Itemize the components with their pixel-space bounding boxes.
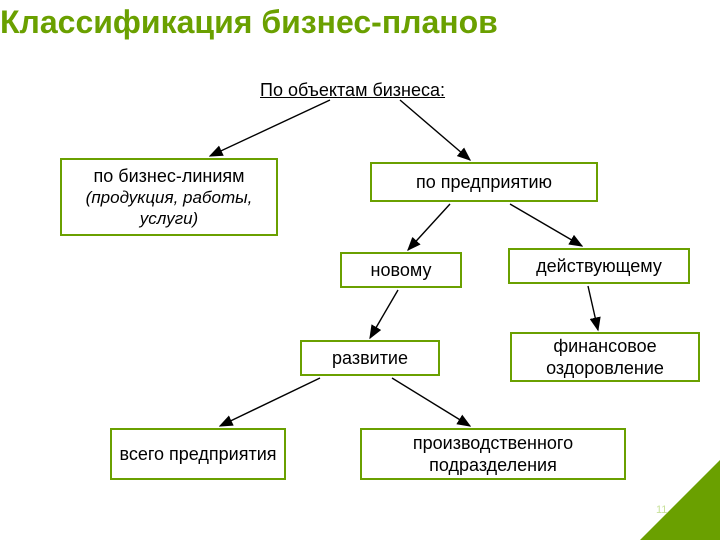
node-sublabel: (продукция, работы, услуги) bbox=[62, 187, 276, 230]
slide-title: Классификация бизнес-планов bbox=[0, 4, 498, 41]
node-label: производственного подразделения bbox=[362, 432, 624, 477]
node-whole-enterprise: всего предприятия bbox=[110, 428, 286, 480]
subtitle: По объектам бизнеса: bbox=[260, 80, 445, 101]
node-existing: действующему bbox=[508, 248, 690, 284]
corner-decoration bbox=[640, 460, 720, 540]
node-label: по предприятию bbox=[416, 171, 552, 194]
page-number: 11 bbox=[656, 504, 667, 516]
node-label: новому bbox=[371, 259, 432, 282]
node-production-unit: производственного подразделения bbox=[360, 428, 626, 480]
node-label: развитие bbox=[332, 347, 408, 370]
node-financial-recovery: финансовое оздоровление bbox=[510, 332, 700, 382]
node-development: развитие bbox=[300, 340, 440, 376]
node-label: всего предприятия bbox=[119, 443, 276, 466]
node-label: действующему bbox=[536, 255, 662, 278]
node-enterprise: по предприятию bbox=[370, 162, 598, 202]
node-label: финансовое оздоровление bbox=[512, 335, 698, 380]
node-new: новому bbox=[340, 252, 462, 288]
node-label: по бизнес-линиям bbox=[94, 165, 245, 188]
node-business-lines: по бизнес-линиям (продукция, работы, усл… bbox=[60, 158, 278, 236]
